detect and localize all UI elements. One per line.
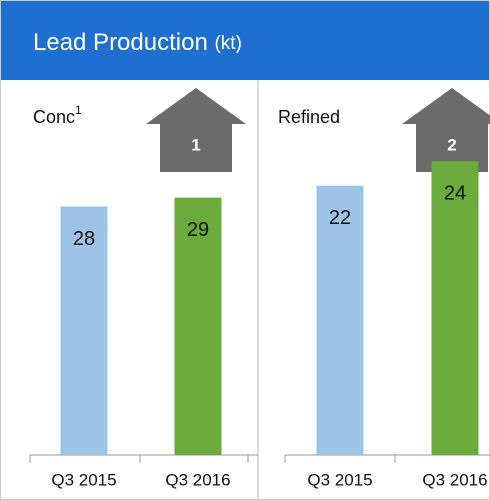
value-label: 28 [73,228,95,250]
panel-title-footnote: 1 [75,103,82,117]
panel-title: Conc1 [33,103,82,127]
value-label: 29 [187,219,209,241]
panel-title: Refined [278,107,340,127]
panel-title-text: Refined [278,107,340,127]
x-tick-label: Q3 2016 [422,470,487,489]
title-unit: (kt) [214,33,241,54]
bar [174,197,222,455]
header-bar [0,0,490,80]
change-label: 1 [191,135,200,154]
value-label: 22 [329,207,351,229]
change-arrow [402,88,490,172]
change-label: 2 [447,135,456,154]
chart-title: Lead Production (kt) [33,29,242,56]
bar [60,206,108,455]
bar [431,161,479,455]
x-tick-label: Q3 2015 [51,470,116,489]
x-tick-label: Q3 2016 [165,470,230,489]
value-label: 24 [444,182,466,204]
change-arrow [146,88,246,172]
title-main: Lead Production [33,29,208,56]
bar [316,185,364,456]
x-tick-label: Q3 2015 [307,470,372,489]
panel-title-text: Conc [33,107,75,127]
